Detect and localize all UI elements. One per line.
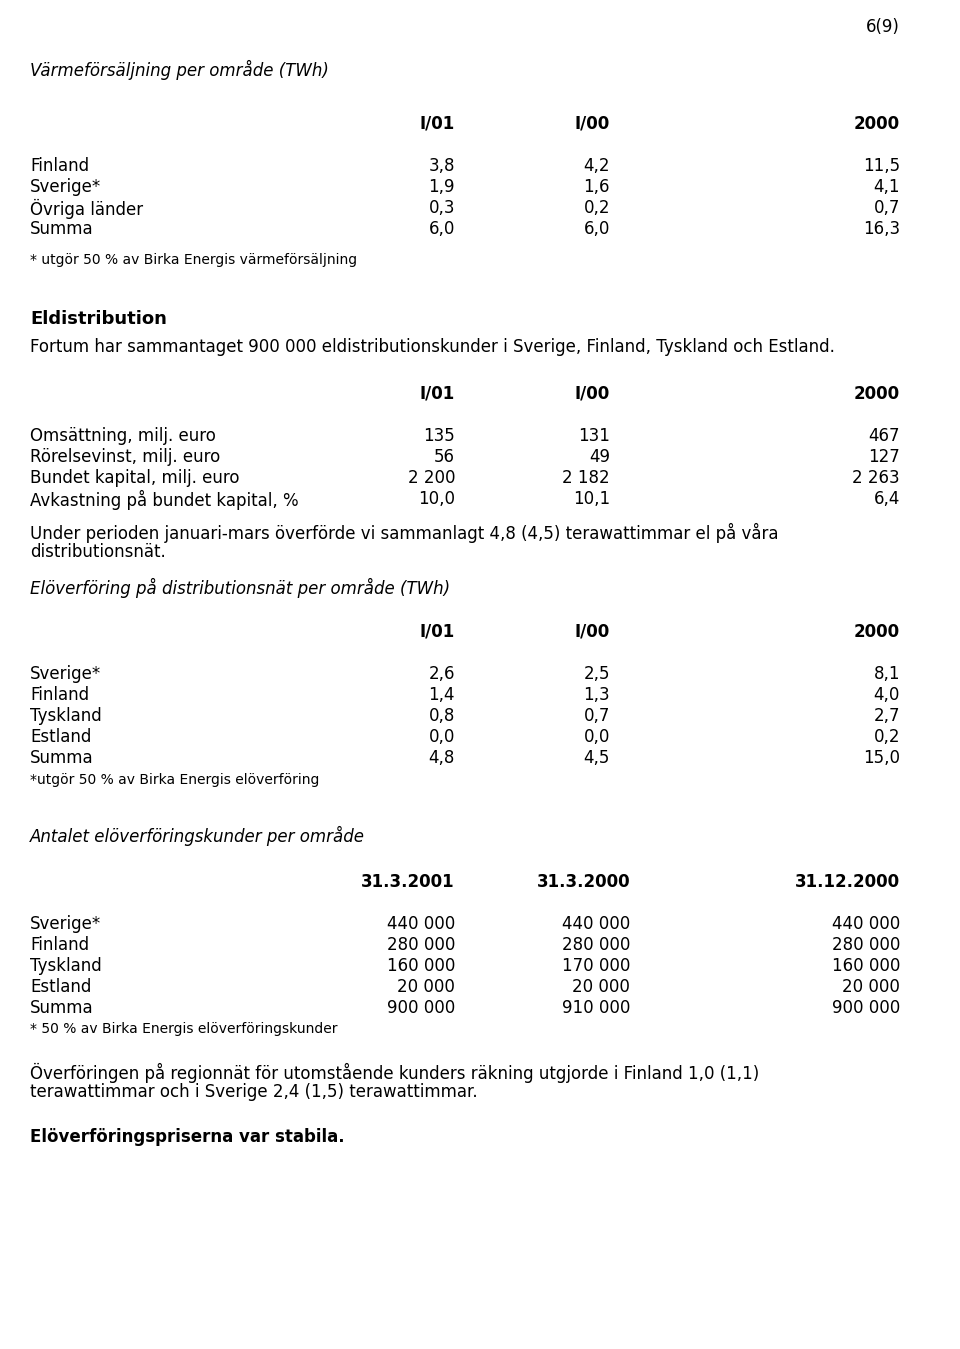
Text: 8,1: 8,1: [874, 665, 900, 683]
Text: Sverige*: Sverige*: [30, 915, 101, 934]
Text: 2 200: 2 200: [407, 469, 455, 487]
Text: Elöverföring på distributionsnät per område (TWh): Elöverföring på distributionsnät per omr…: [30, 577, 450, 598]
Text: 6,0: 6,0: [428, 220, 455, 237]
Text: 1,9: 1,9: [428, 178, 455, 196]
Text: I/00: I/00: [575, 623, 610, 641]
Text: 170 000: 170 000: [562, 956, 630, 975]
Text: 20 000: 20 000: [572, 978, 630, 996]
Text: I/00: I/00: [575, 115, 610, 134]
Text: 280 000: 280 000: [562, 936, 630, 954]
Text: 2 182: 2 182: [563, 469, 610, 487]
Text: 6,0: 6,0: [584, 220, 610, 237]
Text: 2,5: 2,5: [584, 665, 610, 683]
Text: 160 000: 160 000: [831, 956, 900, 975]
Text: I/00: I/00: [575, 384, 610, 403]
Text: 16,3: 16,3: [863, 220, 900, 237]
Text: 2,7: 2,7: [874, 707, 900, 724]
Text: Tyskland: Tyskland: [30, 956, 102, 975]
Text: Avkastning på bundet kapital, %: Avkastning på bundet kapital, %: [30, 490, 299, 510]
Text: 0,2: 0,2: [874, 728, 900, 746]
Text: Tyskland: Tyskland: [30, 707, 102, 724]
Text: Finland: Finland: [30, 936, 89, 954]
Text: 3,8: 3,8: [428, 156, 455, 175]
Text: 4,0: 4,0: [874, 687, 900, 704]
Text: 2,6: 2,6: [428, 665, 455, 683]
Text: I/01: I/01: [420, 384, 455, 403]
Text: 440 000: 440 000: [562, 915, 630, 934]
Text: 49: 49: [589, 448, 610, 465]
Text: 4,8: 4,8: [428, 749, 455, 768]
Text: Omsättning, milj. euro: Omsättning, milj. euro: [30, 428, 216, 445]
Text: 4,5: 4,5: [584, 749, 610, 768]
Text: 467: 467: [869, 428, 900, 445]
Text: 127: 127: [868, 448, 900, 465]
Text: Rörelsevinst, milj. euro: Rörelsevinst, milj. euro: [30, 448, 220, 465]
Text: 11,5: 11,5: [863, 156, 900, 175]
Text: 10,1: 10,1: [573, 490, 610, 509]
Text: 2000: 2000: [853, 115, 900, 134]
Text: I/01: I/01: [420, 115, 455, 134]
Text: 20 000: 20 000: [397, 978, 455, 996]
Text: 1,4: 1,4: [428, 687, 455, 704]
Text: 0,0: 0,0: [584, 728, 610, 746]
Text: Antalet elöverföringskunder per område: Antalet elöverföringskunder per område: [30, 826, 365, 846]
Text: 4,2: 4,2: [584, 156, 610, 175]
Text: 131: 131: [578, 428, 610, 445]
Text: Estland: Estland: [30, 728, 91, 746]
Text: 0,2: 0,2: [584, 200, 610, 217]
Text: 31.12.2000: 31.12.2000: [795, 873, 900, 890]
Text: * 50 % av Birka Energis elöverföringskunder: * 50 % av Birka Energis elöverföringskun…: [30, 1023, 338, 1036]
Text: 900 000: 900 000: [831, 1000, 900, 1017]
Text: 56: 56: [434, 448, 455, 465]
Text: 910 000: 910 000: [562, 1000, 630, 1017]
Text: Bundet kapital, milj. euro: Bundet kapital, milj. euro: [30, 469, 239, 487]
Text: 10,0: 10,0: [418, 490, 455, 509]
Text: 31.3.2000: 31.3.2000: [537, 873, 630, 890]
Text: distributionsnät.: distributionsnät.: [30, 544, 166, 561]
Text: Värmeförsäljning per område (TWh): Värmeförsäljning per område (TWh): [30, 59, 329, 80]
Text: 0,7: 0,7: [584, 707, 610, 724]
Text: Summa: Summa: [30, 220, 94, 237]
Text: 0,3: 0,3: [428, 200, 455, 217]
Text: *utgör 50 % av Birka Energis elöverföring: *utgör 50 % av Birka Energis elöverförin…: [30, 773, 320, 786]
Text: 6,4: 6,4: [874, 490, 900, 509]
Text: 20 000: 20 000: [842, 978, 900, 996]
Text: 0,7: 0,7: [874, 200, 900, 217]
Text: 280 000: 280 000: [831, 936, 900, 954]
Text: 1,3: 1,3: [584, 687, 610, 704]
Text: * utgör 50 % av Birka Energis värmeförsäljning: * utgör 50 % av Birka Energis värmeförsä…: [30, 254, 357, 267]
Text: Finland: Finland: [30, 687, 89, 704]
Text: 135: 135: [423, 428, 455, 445]
Text: 0,8: 0,8: [428, 707, 455, 724]
Text: 2000: 2000: [853, 623, 900, 641]
Text: 440 000: 440 000: [387, 915, 455, 934]
Text: 4,1: 4,1: [874, 178, 900, 196]
Text: Eldistribution: Eldistribution: [30, 310, 167, 328]
Text: Finland: Finland: [30, 156, 89, 175]
Text: terawattimmar och i Sverige 2,4 (1,5) terawattimmar.: terawattimmar och i Sverige 2,4 (1,5) te…: [30, 1083, 478, 1101]
Text: Överföringen på regionnät för utomstående kunders räkning utgjorde i Finland 1,0: Överföringen på regionnät för utomståend…: [30, 1063, 759, 1083]
Text: 1,6: 1,6: [584, 178, 610, 196]
Text: Summa: Summa: [30, 1000, 94, 1017]
Text: I/01: I/01: [420, 623, 455, 641]
Text: Summa: Summa: [30, 749, 94, 768]
Text: Estland: Estland: [30, 978, 91, 996]
Text: 2 263: 2 263: [852, 469, 900, 487]
Text: 900 000: 900 000: [387, 1000, 455, 1017]
Text: 0,0: 0,0: [428, 728, 455, 746]
Text: 2000: 2000: [853, 384, 900, 403]
Text: Fortum har sammantaget 900 000 eldistributionskunder i Sverige, Finland, Tysklan: Fortum har sammantaget 900 000 eldistrib…: [30, 339, 835, 356]
Text: Elöverföringspriserna var stabila.: Elöverföringspriserna var stabila.: [30, 1128, 345, 1147]
Text: 15,0: 15,0: [863, 749, 900, 768]
Text: 280 000: 280 000: [387, 936, 455, 954]
Text: 31.3.2001: 31.3.2001: [361, 873, 455, 890]
Text: 160 000: 160 000: [387, 956, 455, 975]
Text: Sverige*: Sverige*: [30, 178, 101, 196]
Text: 6(9): 6(9): [866, 18, 900, 36]
Text: Sverige*: Sverige*: [30, 665, 101, 683]
Text: Övriga länder: Övriga länder: [30, 200, 143, 219]
Text: 440 000: 440 000: [831, 915, 900, 934]
Text: Under perioden januari-mars överförde vi sammanlagt 4,8 (4,5) terawattimmar el p: Under perioden januari-mars överförde vi…: [30, 523, 779, 544]
